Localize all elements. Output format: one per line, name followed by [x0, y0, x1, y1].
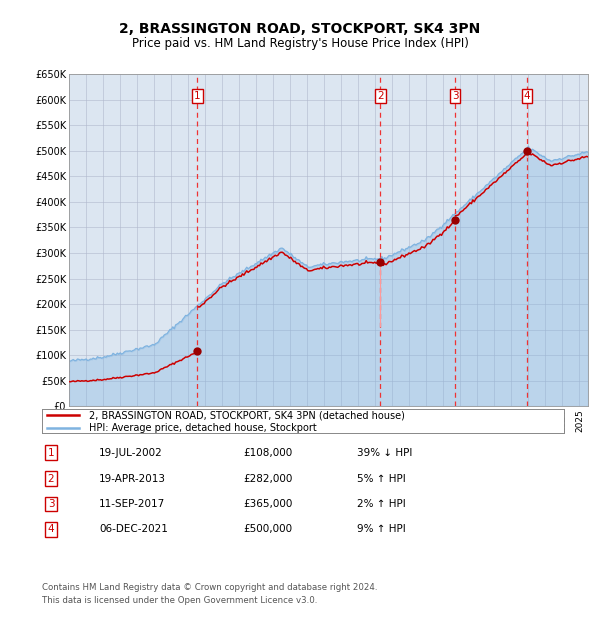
Text: 3: 3 — [452, 91, 458, 101]
Text: This data is licensed under the Open Government Licence v3.0.: This data is licensed under the Open Gov… — [42, 596, 317, 604]
Text: 06-DEC-2021: 06-DEC-2021 — [99, 525, 168, 534]
Text: HPI: Average price, detached house, Stockport: HPI: Average price, detached house, Stoc… — [89, 423, 317, 433]
Text: 4: 4 — [47, 525, 55, 534]
Text: 2% ↑ HPI: 2% ↑ HPI — [357, 499, 406, 509]
Text: £365,000: £365,000 — [243, 499, 292, 509]
Text: £282,000: £282,000 — [243, 474, 292, 484]
Text: 1: 1 — [194, 91, 201, 101]
Text: 2, BRASSINGTON ROAD, STOCKPORT, SK4 3PN (detached house): 2, BRASSINGTON ROAD, STOCKPORT, SK4 3PN … — [89, 410, 405, 420]
Text: Contains HM Land Registry data © Crown copyright and database right 2024.: Contains HM Land Registry data © Crown c… — [42, 583, 377, 592]
Text: 39% ↓ HPI: 39% ↓ HPI — [357, 448, 412, 458]
Text: 1: 1 — [47, 448, 55, 458]
Text: 11-SEP-2017: 11-SEP-2017 — [99, 499, 165, 509]
Text: £108,000: £108,000 — [243, 448, 292, 458]
Text: Price paid vs. HM Land Registry's House Price Index (HPI): Price paid vs. HM Land Registry's House … — [131, 37, 469, 50]
Text: 5% ↑ HPI: 5% ↑ HPI — [357, 474, 406, 484]
Text: 4: 4 — [524, 91, 530, 101]
Text: 2: 2 — [47, 474, 55, 484]
Text: 9% ↑ HPI: 9% ↑ HPI — [357, 525, 406, 534]
Text: 3: 3 — [47, 499, 55, 509]
Text: £500,000: £500,000 — [243, 525, 292, 534]
Text: 2, BRASSINGTON ROAD, STOCKPORT, SK4 3PN: 2, BRASSINGTON ROAD, STOCKPORT, SK4 3PN — [119, 22, 481, 35]
Text: 19-APR-2013: 19-APR-2013 — [99, 474, 166, 484]
Text: 2: 2 — [377, 91, 384, 101]
Text: 19-JUL-2002: 19-JUL-2002 — [99, 448, 163, 458]
